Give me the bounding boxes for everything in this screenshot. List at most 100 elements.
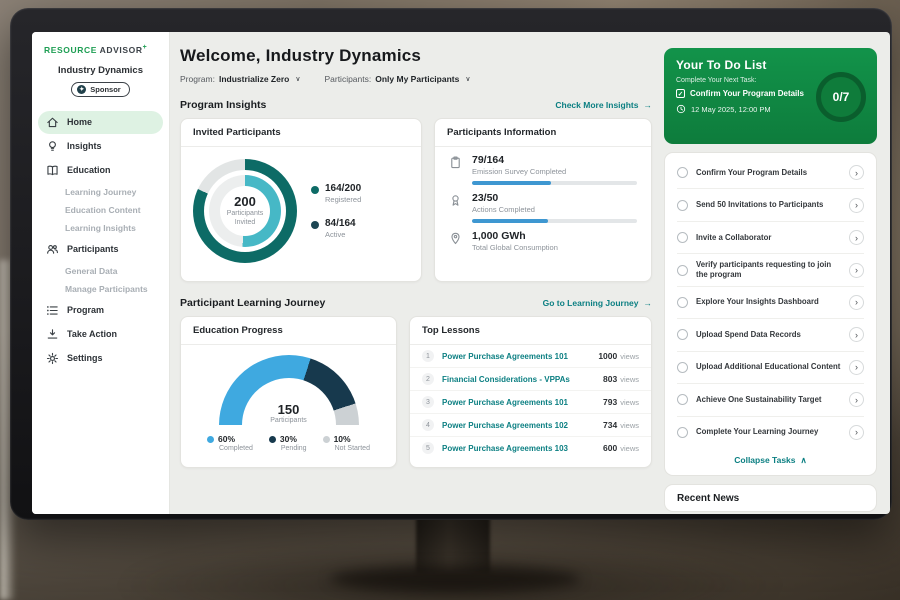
todo-item-label: Achieve One Sustainability Target	[696, 394, 822, 404]
chevron-right-icon[interactable]: ›	[849, 359, 864, 375]
sidebar-item-label: Settings	[67, 353, 103, 364]
sidebar-item-insights[interactable]: Insights	[38, 135, 163, 158]
todo-item-complete-learning-journey[interactable]: Complete Your Learning Journey ›	[677, 417, 864, 448]
lesson-link[interactable]: Financial Considerations - VPPAs	[442, 374, 570, 384]
emission-survey-row: 79/164 Emission Survey Completed	[435, 147, 651, 185]
lesson-row-2[interactable]: 2 Financial Considerations - VPPAs 803 vi…	[410, 368, 651, 391]
lesson-views-value: 600	[603, 443, 618, 453]
app-logo: RESOURCE ADVISOR+	[32, 32, 169, 55]
go-to-learning-journey-link[interactable]: Go to Learning Journey →	[543, 298, 652, 308]
gear-icon	[46, 352, 59, 365]
active-label: Active	[325, 230, 346, 239]
lesson-views-value: 734	[603, 420, 618, 430]
lesson-row-5[interactable]: 5 Power Purchase Agreements 103 600 views	[410, 437, 651, 459]
todo-item-explore-insights[interactable]: Explore Your Insights Dashboard ›	[677, 287, 864, 320]
todo-checkbox-icon[interactable]	[677, 394, 688, 406]
recent-news-card: Recent News	[664, 484, 877, 512]
program-filter-value: Industrialize Zero	[218, 74, 290, 84]
education-progress-card-title: Education Progress	[181, 317, 396, 345]
global-consumption-row: 1,000 GWh Total Global Consumption	[435, 223, 651, 252]
sidebar-item-participants[interactable]: Participants	[38, 238, 163, 261]
sidebar-item-program[interactable]: Program	[38, 299, 163, 322]
chevron-right-icon[interactable]: ›	[849, 294, 864, 310]
bulb-icon	[46, 140, 59, 153]
todo-checkbox-icon[interactable]	[677, 232, 688, 244]
check-more-insights-link[interactable]: Check More Insights →	[555, 100, 652, 110]
todo-checkbox-icon[interactable]	[677, 199, 688, 211]
todo-item-upload-spend-data[interactable]: Upload Spend Data Records ›	[677, 319, 864, 352]
sidebar-item-take-action[interactable]: Take Action	[38, 323, 163, 346]
sidebar-item-general-data[interactable]: General Data	[65, 265, 118, 276]
lesson-views-word: views	[620, 398, 639, 407]
sidebar-item-settings[interactable]: Settings	[38, 347, 163, 370]
actions-completed-progressbar	[472, 219, 637, 223]
program-filter-label: Program:	[180, 74, 215, 84]
lesson-link[interactable]: Power Purchase Agreements 101	[442, 397, 568, 407]
todo-next-task[interactable]: ✓ Confirm Your Program Details	[676, 89, 806, 98]
arrow-right-icon: →	[643, 298, 653, 308]
invited-participants-card-title: Invited Participants	[181, 119, 421, 147]
not-started-dot-icon	[322, 435, 330, 443]
todo-checkbox-icon[interactable]	[677, 329, 688, 341]
sidebar-item-learning-journey[interactable]: Learning Journey	[65, 186, 137, 197]
lesson-link[interactable]: Power Purchase Agreements 102	[442, 420, 568, 430]
monitor-stand-base	[330, 566, 580, 592]
chevron-right-icon[interactable]: ›	[849, 424, 864, 440]
todo-item-send-invitations[interactable]: Send 50 Invitations to Participants ›	[677, 189, 864, 222]
invited-participants-card: Invited Participants 200 Participants In…	[180, 118, 422, 282]
todo-checkbox-icon[interactable]	[677, 167, 688, 179]
sponsor-badge: ✦ Sponsor	[71, 81, 130, 97]
registered-value: 164/200	[325, 183, 362, 194]
active-value: 84/164	[325, 218, 356, 229]
legend-item-completed: 60% Completed	[207, 434, 253, 452]
pending-dot-icon	[268, 435, 276, 443]
todo-checkbox-icon[interactable]	[677, 264, 688, 276]
todo-item-upload-educational-content[interactable]: Upload Additional Educational Content ›	[677, 352, 864, 385]
chevron-right-icon[interactable]: ›	[849, 392, 864, 408]
main-content: Welcome, Industry Dynamics Program: Indu…	[180, 32, 652, 514]
chevron-right-icon[interactable]: ›	[849, 165, 864, 181]
todo-item-label: Explore Your Insights Dashboard	[696, 297, 819, 307]
chevron-right-icon[interactable]: ›	[849, 230, 864, 246]
todo-checkbox-icon[interactable]	[677, 361, 688, 373]
todo-item-label: Send 50 Invitations to Participants	[696, 200, 824, 210]
people-icon	[46, 243, 59, 256]
medal-icon	[449, 194, 462, 207]
todo-item-achieve-sustainability-target[interactable]: Achieve One Sustainability Target ›	[677, 384, 864, 417]
todo-summary-card: Your To Do List Complete Your Next Task:…	[664, 48, 877, 144]
todo-checkbox-icon[interactable]	[677, 296, 688, 308]
sidebar-item-label: Home	[67, 117, 93, 128]
lesson-row-1[interactable]: 1 Power Purchase Agreements 101 1000 view…	[410, 345, 651, 368]
sidebar-item-manage-participants[interactable]: Manage Participants	[65, 283, 148, 294]
todo-item-confirm-program-details[interactable]: Confirm Your Program Details ›	[677, 157, 864, 190]
chevron-right-icon[interactable]: ›	[849, 327, 864, 343]
actions-completed-row: 23/50 Actions Completed	[435, 185, 651, 223]
actions-completed-label: Actions Completed	[472, 205, 535, 214]
todo-progress-badge: 0/7	[816, 72, 866, 122]
gauge-center-value: 150	[277, 402, 300, 417]
chevron-right-icon[interactable]: ›	[849, 262, 864, 278]
lesson-number: 1	[422, 350, 434, 362]
lesson-views-word: views	[620, 444, 639, 453]
lesson-link[interactable]: Power Purchase Agreements 101	[442, 351, 568, 361]
sidebar-item-education[interactable]: Education	[38, 159, 163, 182]
todo-item-invite-collaborator[interactable]: Invite a Collaborator ›	[677, 222, 864, 255]
gauge-legend: 60% Completed 30% Pending 10% Not Starte…	[181, 434, 396, 452]
chevron-right-icon[interactable]: ›	[849, 197, 864, 213]
sidebar-item-home[interactable]: Home	[38, 110, 163, 134]
lesson-row-3[interactable]: 3 Power Purchase Agreements 101 793 views	[410, 391, 651, 414]
lesson-row-4[interactable]: 4 Power Purchase Agreements 102 734 views	[410, 414, 651, 437]
todo-item-verify-participants[interactable]: Verify participants requesting to join t…	[677, 254, 864, 287]
active-dot-icon	[311, 221, 319, 229]
lesson-link[interactable]: Power Purchase Agreements 103	[442, 443, 568, 453]
sidebar-item-learning-insights[interactable]: Learning Insights	[65, 222, 136, 233]
sidebar-item-education-content[interactable]: Education Content	[65, 204, 141, 215]
participants-filter-label: Participants:	[324, 74, 372, 84]
todo-checkbox-icon[interactable]	[677, 426, 688, 438]
collapse-tasks-button[interactable]: Collapse Tasks ∧	[677, 448, 864, 473]
education-progress-card: Education Progress 150 Participants 60%	[180, 316, 397, 468]
participants-dropdown[interactable]: Participants: Only My Participants ∨	[324, 74, 470, 84]
program-dropdown[interactable]: Program: Industrialize Zero ∨	[180, 74, 300, 84]
book-icon	[46, 164, 59, 177]
gauge-center-label: Participants	[270, 417, 307, 424]
